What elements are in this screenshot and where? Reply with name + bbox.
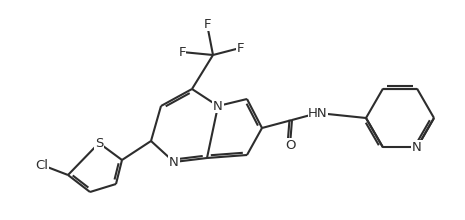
Text: F: F xyxy=(178,46,186,59)
Text: O: O xyxy=(285,139,295,152)
Text: N: N xyxy=(213,99,223,112)
Text: S: S xyxy=(95,136,103,150)
Text: HN: HN xyxy=(308,106,328,119)
Text: F: F xyxy=(236,42,244,55)
Text: N: N xyxy=(412,141,422,154)
Text: Cl: Cl xyxy=(35,158,48,172)
Text: N: N xyxy=(169,156,179,169)
Text: F: F xyxy=(203,18,211,31)
